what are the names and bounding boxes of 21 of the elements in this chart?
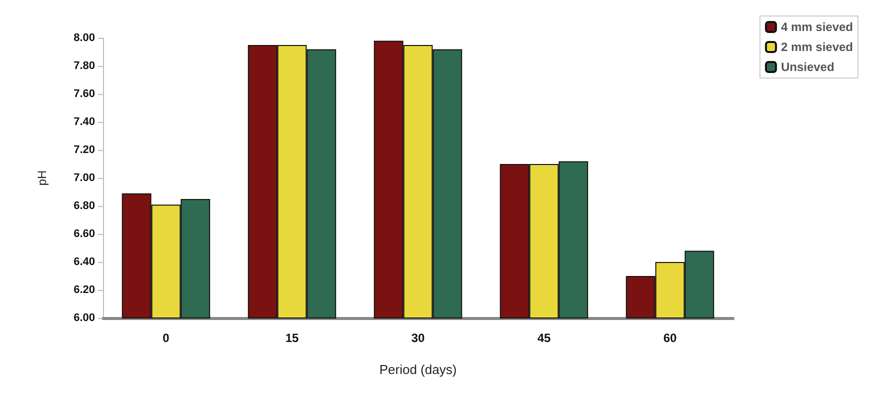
x-tick-label: 45 bbox=[537, 331, 551, 345]
legend-label: Unsieved bbox=[780, 60, 834, 74]
y-tick-label: 6.20 bbox=[74, 284, 95, 296]
x-tick-label: 60 bbox=[663, 331, 677, 345]
y-tick-label: 6.40 bbox=[74, 256, 95, 268]
y-axis-title: pH bbox=[35, 170, 49, 186]
y-tick-label: 7.60 bbox=[74, 88, 95, 100]
y-tick-label: 8.00 bbox=[74, 32, 95, 44]
y-tick-label: 7.40 bbox=[74, 116, 95, 128]
legend-label: 2 mm sieved bbox=[780, 40, 854, 54]
x-tick-label: 30 bbox=[411, 331, 425, 345]
y-tick-label: 6.60 bbox=[74, 228, 95, 240]
y-tick-label: 7.80 bbox=[74, 60, 95, 72]
y-tick-label: 7.20 bbox=[74, 144, 95, 156]
y-tick-label: 6.00 bbox=[74, 312, 95, 324]
y-tick-label: 6.80 bbox=[74, 200, 95, 212]
x-tick-label: 0 bbox=[162, 331, 170, 345]
legend-label: 4 mm sieved bbox=[780, 20, 854, 34]
x-axis-title: Period (days) bbox=[379, 362, 457, 377]
y-tick-label: 7.00 bbox=[74, 172, 95, 184]
x-tick-label: 15 bbox=[285, 331, 299, 345]
